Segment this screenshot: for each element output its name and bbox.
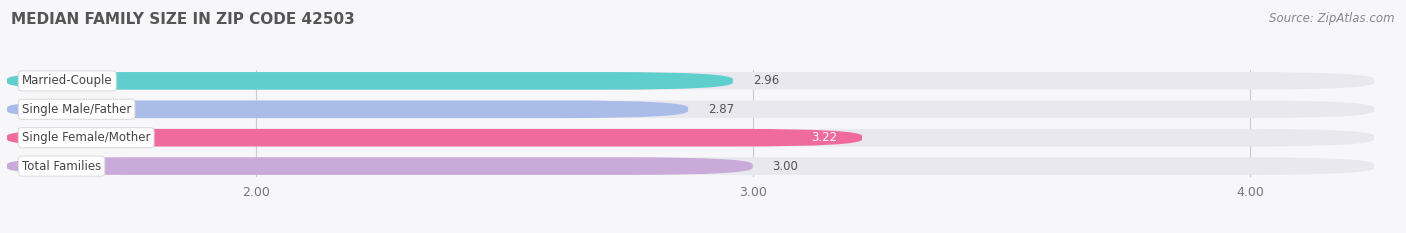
Text: 2.96: 2.96 xyxy=(752,74,779,87)
FancyBboxPatch shape xyxy=(7,157,752,175)
Text: 3.22: 3.22 xyxy=(811,131,837,144)
Text: Single Male/Father: Single Male/Father xyxy=(22,103,131,116)
Text: Single Female/Mother: Single Female/Mother xyxy=(22,131,150,144)
FancyBboxPatch shape xyxy=(7,157,1374,175)
Text: Total Families: Total Families xyxy=(22,160,101,173)
Text: 2.87: 2.87 xyxy=(709,103,734,116)
FancyBboxPatch shape xyxy=(7,100,1374,118)
Text: MEDIAN FAMILY SIZE IN ZIP CODE 42503: MEDIAN FAMILY SIZE IN ZIP CODE 42503 xyxy=(11,12,354,27)
FancyBboxPatch shape xyxy=(7,129,1374,147)
Text: Married-Couple: Married-Couple xyxy=(22,74,112,87)
FancyBboxPatch shape xyxy=(7,100,688,118)
FancyBboxPatch shape xyxy=(7,72,733,90)
FancyBboxPatch shape xyxy=(7,72,1374,90)
Text: Source: ZipAtlas.com: Source: ZipAtlas.com xyxy=(1270,12,1395,25)
FancyBboxPatch shape xyxy=(7,129,862,147)
Text: 3.00: 3.00 xyxy=(773,160,799,173)
